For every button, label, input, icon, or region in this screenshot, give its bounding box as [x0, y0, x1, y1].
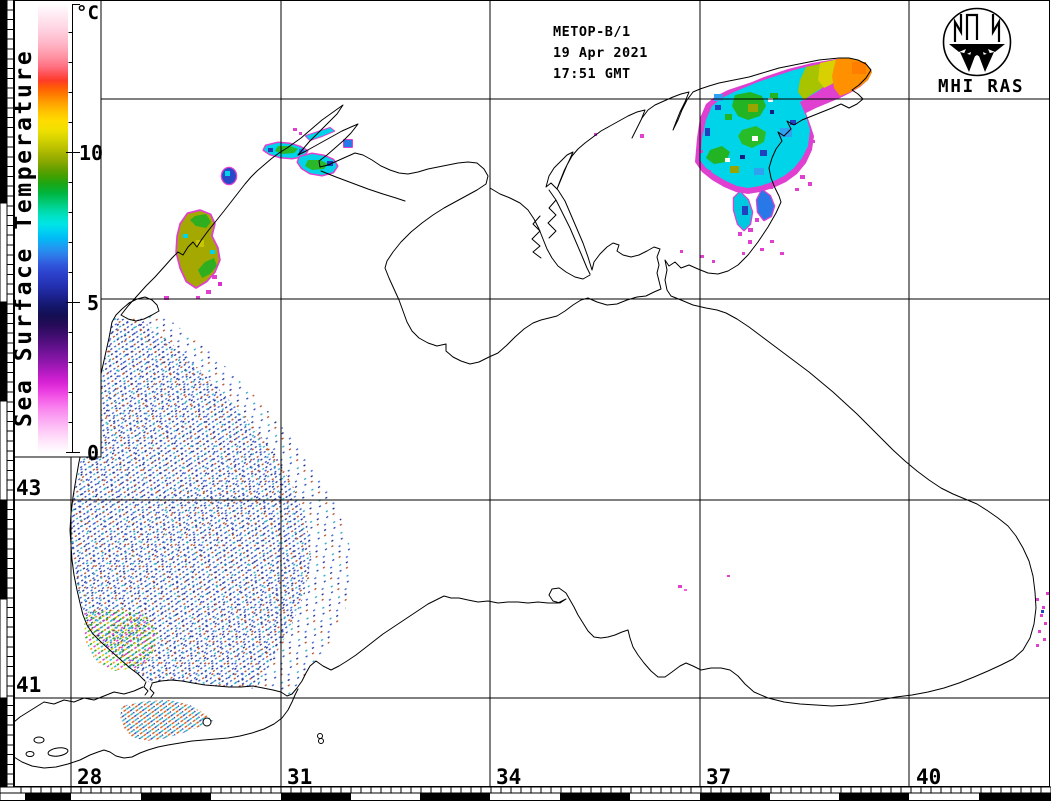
lon-label: 37 — [706, 765, 731, 789]
colorbar-gradient — [38, 4, 68, 453]
taman-magenta-specks — [680, 175, 812, 263]
east-coast-specks — [1036, 592, 1049, 647]
axis-labels: 43 41 28 31 34 37 40 — [16, 476, 941, 789]
lon-label: 31 — [287, 765, 312, 789]
marmara-north-coast — [13, 686, 144, 723]
tendra-spit — [320, 170, 406, 202]
bottom-degree-ruler — [0, 786, 1051, 801]
colorbar-title: Sea Surface Temperature — [11, 49, 37, 427]
coastline — [13, 57, 1037, 769]
colorbar-tick-label: 10 — [79, 141, 103, 165]
bosphorus-colorful-stipple — [84, 610, 158, 671]
logo-label: MHI RAS — [938, 77, 1024, 97]
coordinate-grid — [14, 0, 1050, 786]
marmara-stipple-patch — [120, 700, 213, 741]
small-sst-specks — [594, 133, 1049, 647]
lon-label: 34 — [496, 765, 521, 789]
arabat-spit — [548, 189, 591, 275]
colorbar-tick-label: 0 — [87, 441, 99, 465]
time-label: 17:51 GMT — [553, 66, 631, 82]
sst-patch-sea-of-azov — [680, 58, 872, 263]
colorbar-panel: 10 5 0 °C Sea Surface Temperature — [11, 0, 103, 465]
bosphorus-strait — [143, 681, 149, 696]
lat-label: 43 — [16, 476, 41, 500]
lat-label: 41 — [16, 673, 41, 697]
logo-waves-icon — [949, 44, 1005, 72]
lon-label: 40 — [916, 765, 941, 789]
left-degree-ruler — [0, 0, 14, 788]
colorbar-tick-label: 5 — [87, 291, 99, 315]
lon-label: 28 — [77, 765, 102, 789]
satellite-label: METOP-B/1 — [553, 24, 631, 40]
marmara-island — [47, 747, 69, 757]
header-annotation: METOP-B/1 19 Apr 2021 17:51 GMT — [553, 24, 648, 82]
logo-trace-icon — [953, 13, 1001, 42]
small-island — [202, 717, 212, 727]
colorbar-unit-label: °C — [76, 2, 99, 24]
mhi-ras-logo: MHI RAS — [938, 7, 1024, 97]
colorbar-ticks — [66, 31, 80, 454]
sst-patches-northwest — [164, 127, 353, 300]
sivash-coast — [489, 187, 591, 280]
marmara-south-coast — [13, 688, 299, 769]
date-label: 19 Apr 2021 — [553, 45, 648, 61]
